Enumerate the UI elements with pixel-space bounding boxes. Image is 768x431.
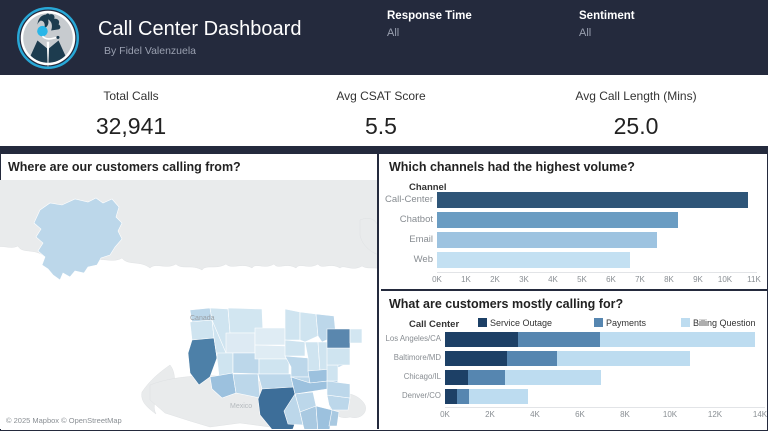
svg-text:Mexico: Mexico	[230, 403, 252, 410]
svg-text:Canada: Canada	[190, 315, 215, 322]
